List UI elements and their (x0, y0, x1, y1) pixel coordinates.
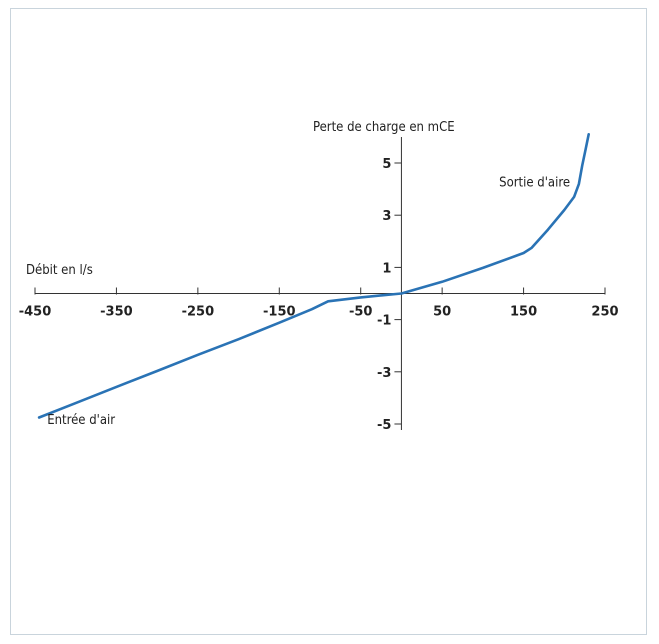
y-tick-label: -3 (377, 366, 391, 381)
x-tick-label: -450 (19, 305, 52, 320)
x-tick-label: 150 (510, 305, 537, 320)
annotations: Sortie d'aire Entrée d'air (47, 175, 570, 428)
y-tick-label: 1 (382, 261, 391, 276)
x-tick-label: -50 (349, 305, 373, 320)
x-tick-label: 250 (591, 305, 618, 320)
curve-annotation: Entrée d'air (47, 413, 115, 428)
x-tick-label: -350 (100, 305, 133, 320)
series-line (37, 133, 590, 419)
y-tick-label: -5 (377, 418, 391, 433)
x-axis-title: Débit en l/s (26, 263, 93, 278)
x-axis: -450 -350 -250 -150 -50 50 150 250 (19, 287, 619, 320)
y-axis-title: Perte de charge en mCE (313, 120, 455, 135)
curve-annotation: Sortie d'aire (499, 175, 570, 190)
y-tick-label: 5 (382, 157, 391, 172)
chart-frame (10, 8, 647, 635)
y-tick-label: -1 (377, 314, 391, 329)
y-tick-label: 3 (382, 209, 391, 224)
x-tick-label: 50 (433, 305, 451, 320)
y-axis: 5 3 1 -1 -3 -5 (377, 137, 402, 433)
x-tick-label: -250 (182, 305, 215, 320)
x-tick-label: -150 (263, 305, 296, 320)
series-layer (37, 133, 590, 419)
